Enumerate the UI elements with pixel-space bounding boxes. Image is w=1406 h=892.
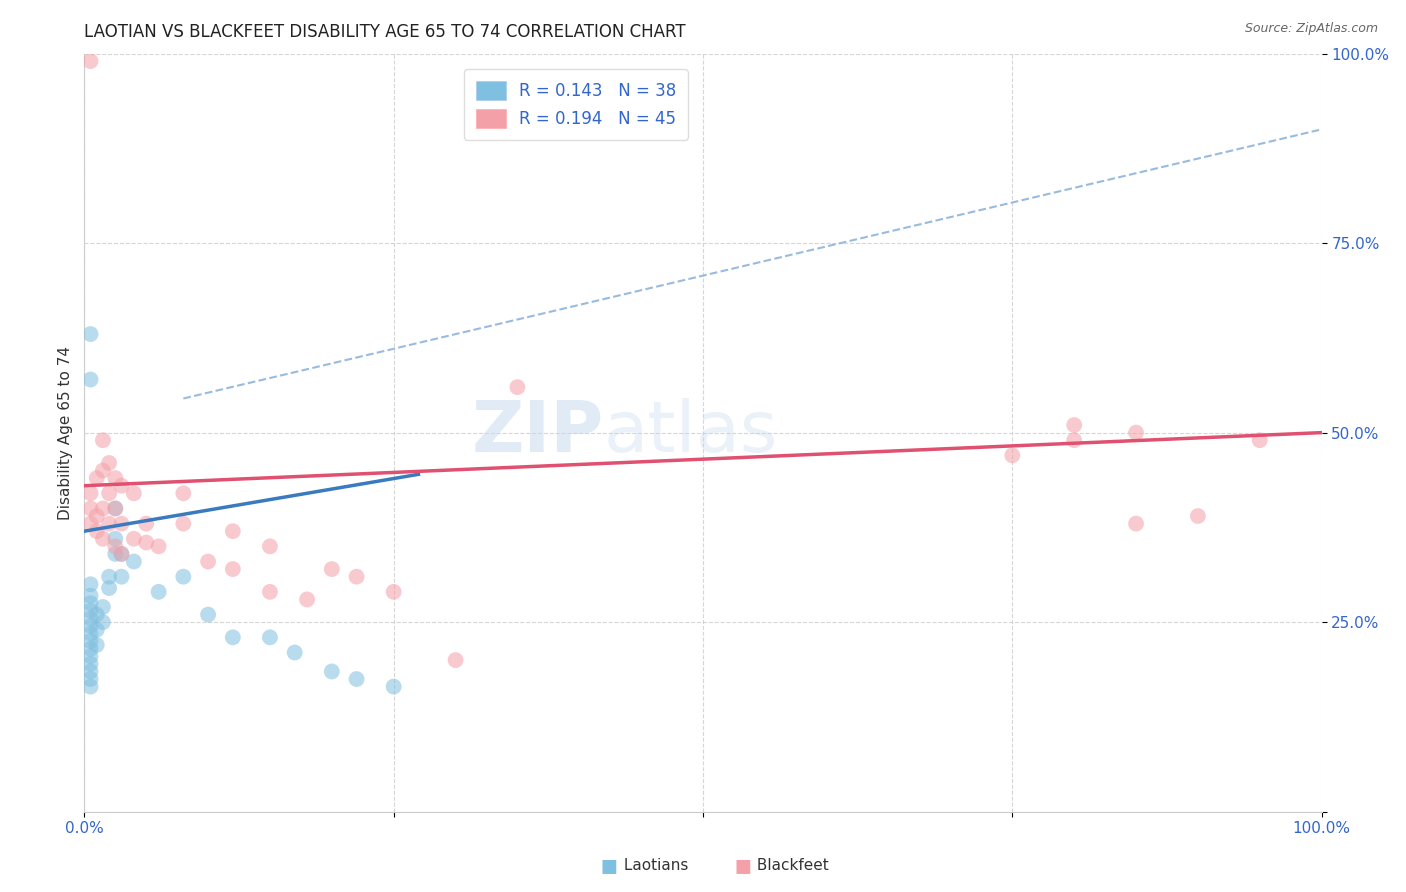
Point xyxy=(1187,508,1209,523)
Point xyxy=(86,623,108,637)
Text: Source: ZipAtlas.com: Source: ZipAtlas.com xyxy=(1244,22,1378,36)
Point xyxy=(295,592,318,607)
Point xyxy=(98,456,121,470)
Point xyxy=(346,672,368,686)
Point xyxy=(79,327,101,342)
Point xyxy=(135,516,157,531)
Point xyxy=(222,524,245,539)
Point xyxy=(444,653,467,667)
Point xyxy=(222,630,245,644)
Point xyxy=(79,657,101,671)
Point xyxy=(172,486,194,500)
Point xyxy=(110,547,132,561)
Point xyxy=(110,547,132,561)
Text: Laotians: Laotians xyxy=(619,858,688,872)
Point xyxy=(122,554,145,569)
Point xyxy=(86,471,108,485)
Point xyxy=(346,570,368,584)
Point xyxy=(122,486,145,500)
Point xyxy=(79,672,101,686)
Point xyxy=(79,680,101,694)
Legend: R = 0.143   N = 38, R = 0.194   N = 45: R = 0.143 N = 38, R = 0.194 N = 45 xyxy=(464,70,688,140)
Point xyxy=(122,532,145,546)
Point xyxy=(79,634,101,648)
Point xyxy=(1249,434,1271,448)
Point xyxy=(104,471,127,485)
Point xyxy=(172,570,194,584)
Point xyxy=(197,607,219,622)
Point xyxy=(104,539,127,553)
Point xyxy=(222,562,245,576)
Point xyxy=(91,434,114,448)
Text: ZIP: ZIP xyxy=(472,398,605,467)
Y-axis label: Disability Age 65 to 74: Disability Age 65 to 74 xyxy=(58,345,73,520)
Point xyxy=(284,646,307,660)
Point xyxy=(86,607,108,622)
Point xyxy=(98,570,121,584)
Point xyxy=(91,615,114,630)
Point xyxy=(91,532,114,546)
Point xyxy=(1063,417,1085,433)
Point xyxy=(1063,434,1085,448)
Point xyxy=(259,539,281,553)
Point xyxy=(91,501,114,516)
Point xyxy=(79,641,101,656)
Point xyxy=(321,665,343,679)
Point xyxy=(86,638,108,652)
Point xyxy=(79,589,101,603)
Point xyxy=(79,596,101,610)
Point xyxy=(79,604,101,618)
Point xyxy=(1125,516,1147,531)
Point xyxy=(148,539,170,553)
Point xyxy=(98,516,121,531)
Point xyxy=(1125,425,1147,440)
Point xyxy=(104,532,127,546)
Point xyxy=(135,535,157,549)
Point xyxy=(321,562,343,576)
Text: Blackfeet: Blackfeet xyxy=(752,858,830,872)
Text: atlas: atlas xyxy=(605,398,779,467)
Point xyxy=(79,626,101,640)
Point xyxy=(382,680,405,694)
Point xyxy=(79,577,101,591)
Point xyxy=(91,600,114,615)
Point xyxy=(79,611,101,625)
Point xyxy=(79,501,101,516)
Point xyxy=(79,665,101,679)
Point xyxy=(86,524,108,539)
Point xyxy=(172,516,194,531)
Point xyxy=(506,380,529,394)
Point xyxy=(79,373,101,387)
Point xyxy=(79,516,101,531)
Point xyxy=(110,516,132,531)
Point xyxy=(110,479,132,493)
Point xyxy=(98,581,121,595)
Point xyxy=(79,649,101,664)
Point xyxy=(104,501,127,516)
Point xyxy=(98,486,121,500)
Point xyxy=(79,54,101,69)
Text: ▪: ▪ xyxy=(734,851,752,880)
Point xyxy=(197,554,219,569)
Point xyxy=(79,619,101,633)
Point xyxy=(259,585,281,599)
Point xyxy=(104,547,127,561)
Text: ▪: ▪ xyxy=(600,851,619,880)
Point xyxy=(104,501,127,516)
Point xyxy=(79,486,101,500)
Point xyxy=(91,464,114,478)
Point xyxy=(86,508,108,523)
Point xyxy=(148,585,170,599)
Point xyxy=(110,570,132,584)
Point xyxy=(259,630,281,644)
Point xyxy=(1001,449,1024,463)
Point xyxy=(382,585,405,599)
Text: LAOTIAN VS BLACKFEET DISABILITY AGE 65 TO 74 CORRELATION CHART: LAOTIAN VS BLACKFEET DISABILITY AGE 65 T… xyxy=(84,23,686,41)
